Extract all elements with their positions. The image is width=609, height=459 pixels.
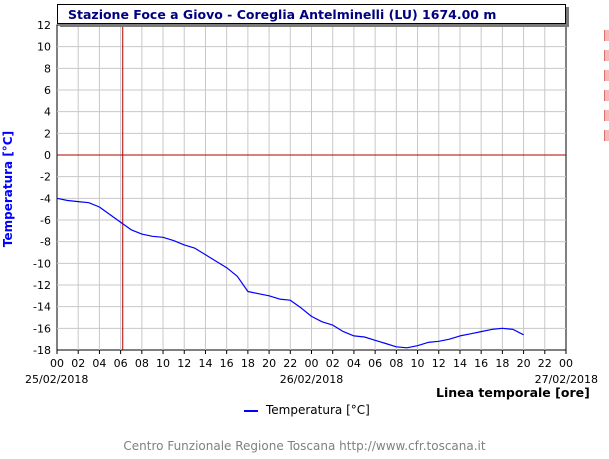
x-tick-label: 08 xyxy=(135,357,149,370)
x-tick-label: 00 xyxy=(559,357,573,370)
y-tick-label: -10 xyxy=(33,257,51,270)
x-tick-label: 06 xyxy=(114,357,128,370)
x-tick-label: 20 xyxy=(262,357,276,370)
x-tick-label: 00 xyxy=(50,357,64,370)
y-tick-label: 2 xyxy=(44,127,51,140)
x-tick-label: 00 xyxy=(305,357,319,370)
y-tick-label: 8 xyxy=(44,62,51,75)
footer-credit: Centro Funzionale Regione Toscana http:/… xyxy=(123,439,486,453)
y-tick-label: -16 xyxy=(33,322,51,335)
side-toolbar xyxy=(604,30,609,150)
y-tick-label: 0 xyxy=(44,149,51,162)
x-tick-label: 22 xyxy=(283,357,297,370)
side-icon[interactable] xyxy=(604,130,609,141)
side-icon[interactable] xyxy=(604,70,609,81)
x-tick-label: 22 xyxy=(538,357,552,370)
y-tick-label: -6 xyxy=(40,214,51,227)
x-tick-label: 20 xyxy=(517,357,531,370)
x-tick-label: 12 xyxy=(432,357,446,370)
date-labels: 25/02/2018 26/02/2018 27/02/2018 xyxy=(25,373,598,386)
y-tick-label: -14 xyxy=(33,301,51,314)
y-tick-labels: 12 10 8 6 4 2 0 -2 -4 -6 -8 -10 -12 -14 -16 -18 xyxy=(33,19,51,357)
y-tick-label: 12 xyxy=(37,19,51,32)
legend-label: Temperatura [°C] xyxy=(266,403,370,417)
y-tick-label: -18 xyxy=(33,344,51,357)
x-tick-label: 02 xyxy=(71,357,85,370)
legend-swatch xyxy=(244,409,258,412)
x-tick-label: 06 xyxy=(368,357,382,370)
y-tick-label: 10 xyxy=(37,41,51,54)
x-tick-label: 04 xyxy=(347,357,361,370)
y-tick-label: -12 xyxy=(33,279,51,292)
side-icon[interactable] xyxy=(604,30,609,41)
y-tick-label: 6 xyxy=(44,84,51,97)
x-tick-label: 08 xyxy=(389,357,403,370)
side-icon[interactable] xyxy=(604,110,609,121)
series-line-temperatura xyxy=(56,197,524,349)
date-label: 25/02/2018 xyxy=(25,373,88,386)
x-tick-label: 18 xyxy=(495,357,509,370)
x-tick-label: 10 xyxy=(411,357,425,370)
side-icon[interactable] xyxy=(604,50,609,61)
x-axis-label: Linea temporale [ore] xyxy=(436,385,590,400)
date-label: 27/02/2018 xyxy=(535,373,598,386)
date-label: 26/02/2018 xyxy=(280,373,343,386)
x-tick-labels: 00 02 04 06 08 10 12 14 16 18 20 22 00 02 04 06 08 10 12 14… xyxy=(50,357,573,370)
legend: Temperatura [°C] xyxy=(244,403,370,417)
x-tick-label: 10 xyxy=(156,357,170,370)
chart-title: Stazione Foce a Giovo - Coreglia Antelmi… xyxy=(57,4,566,24)
x-tick-label: 14 xyxy=(453,357,467,370)
x-tick-label: 02 xyxy=(326,357,340,370)
x-tick-label: 18 xyxy=(241,357,255,370)
side-icon[interactable] xyxy=(604,90,609,101)
reference-lines xyxy=(57,25,566,350)
x-tick-label: 16 xyxy=(220,357,234,370)
y-tick-label: 4 xyxy=(44,106,51,119)
x-tick-label: 04 xyxy=(92,357,106,370)
series-layer xyxy=(56,197,524,349)
x-tick-label: 16 xyxy=(474,357,488,370)
x-tick-label: 12 xyxy=(177,357,191,370)
y-tick-label: -8 xyxy=(40,236,51,249)
y-axis-label: Temperatura [°C] xyxy=(1,130,15,248)
y-tick-label: -2 xyxy=(40,171,51,184)
x-tick-label: 14 xyxy=(198,357,212,370)
y-tick-label: -4 xyxy=(40,192,51,205)
